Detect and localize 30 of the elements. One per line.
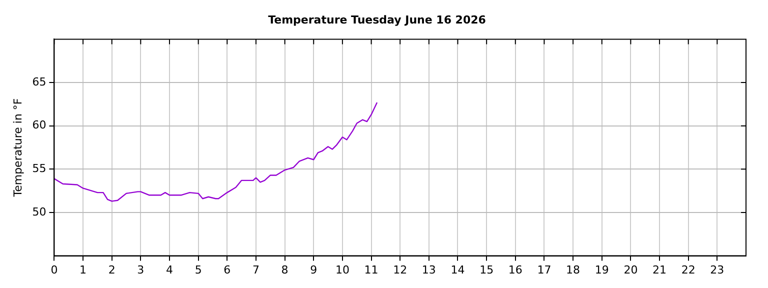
x-tick-label: 9: [310, 263, 318, 276]
x-tick-label: 15: [480, 263, 494, 276]
x-tick-label: 14: [450, 263, 465, 276]
x-tick-label: 23: [710, 263, 724, 276]
x-tick-label: 10: [335, 263, 350, 276]
x-tick-label: 2: [108, 263, 116, 276]
y-tick-label: 50: [32, 205, 46, 218]
y-tick-label: 65: [32, 75, 46, 88]
x-tick-label: 12: [393, 263, 408, 276]
x-tick-label: 13: [422, 263, 436, 276]
x-tick-label: 18: [566, 263, 580, 276]
y-tick-label: 60: [32, 118, 46, 132]
chart-title: Temperature Tuesday June 16 2026: [268, 13, 486, 26]
x-tick-label: 5: [194, 263, 202, 276]
y-tick-label: 55: [32, 162, 46, 176]
x-tick-label: 8: [281, 263, 288, 276]
x-tick-label: 21: [652, 263, 667, 276]
x-tick-label: 11: [364, 263, 378, 276]
x-tick-label: 1: [80, 263, 87, 276]
x-tick-label: 20: [624, 263, 638, 276]
x-tick-label: 6: [224, 263, 231, 276]
x-tick-label: 7: [252, 263, 260, 276]
y-axis-title: Temperature in °F: [11, 98, 24, 198]
x-tick-label: 3: [137, 263, 144, 276]
x-tick-label: 17: [537, 263, 552, 276]
x-tick-label: 22: [681, 263, 696, 276]
x-tick-label: 19: [594, 263, 609, 276]
x-tick-label: 4: [166, 263, 173, 276]
x-tick-label: 16: [508, 263, 522, 276]
x-tick-label: 0: [50, 263, 58, 276]
